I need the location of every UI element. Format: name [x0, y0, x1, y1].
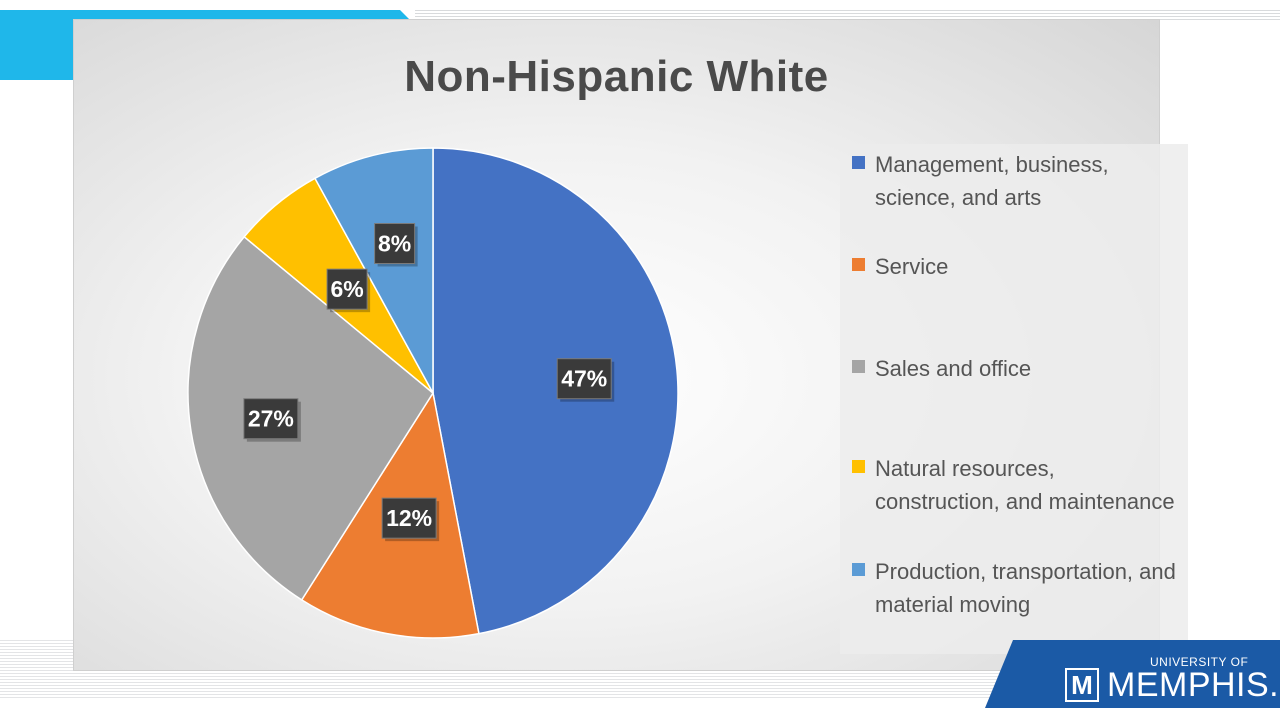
- data-label-text: 47%: [561, 366, 607, 392]
- logo-mark: M: [1065, 668, 1099, 702]
- legend-swatch: [852, 563, 865, 576]
- data-label: 8%: [374, 222, 418, 267]
- legend-swatch: [852, 258, 865, 271]
- data-label-text: 27%: [248, 406, 294, 432]
- chart-area: Non-Hispanic White 47% 12% 27% 6% 8% Managem…: [74, 20, 1188, 670]
- data-label: 47%: [556, 358, 615, 402]
- pie-slice: [432, 147, 679, 635]
- legend-label: Management, business, science, and arts: [875, 152, 1109, 210]
- pie-chart: 47% 12% 27% 6% 8%: [187, 147, 679, 639]
- data-label: 12%: [381, 497, 440, 542]
- legend-label: Sales and office: [875, 356, 1032, 381]
- legend-swatch: [852, 460, 865, 473]
- legend-label: Production, transportation, and material…: [875, 559, 1176, 617]
- legend-swatch: [852, 156, 865, 169]
- chart-title: Non-Hispanic White: [404, 52, 829, 101]
- logo-name: MEMPHIS.: [1107, 666, 1280, 704]
- data-label-text: 12%: [386, 505, 432, 531]
- university-logo: M UNIVERSITY OF MEMPHIS.: [985, 640, 1280, 708]
- legend-item: Management, business, science, and arts: [852, 148, 1182, 214]
- legend-swatch: [852, 360, 865, 373]
- decorative-stripes-top: [415, 10, 1280, 22]
- data-label: 27%: [243, 398, 301, 442]
- pie-slice: [187, 235, 434, 601]
- data-label: 6%: [326, 268, 371, 313]
- legend-item: Natural resources, construction, and mai…: [852, 452, 1182, 518]
- legend-item: Production, transportation, and material…: [852, 555, 1182, 621]
- chart-legend: Management, business, science, and arts S…: [840, 144, 1188, 654]
- legend-item: Service: [852, 250, 1182, 283]
- data-label-text: 8%: [378, 230, 411, 256]
- legend-item: Sales and office: [852, 352, 1182, 385]
- pie-slice: [313, 147, 434, 394]
- logo-university-line: UNIVERSITY OF: [1150, 655, 1249, 669]
- legend-label: Natural resources, construction, and mai…: [875, 456, 1175, 514]
- data-label-text: 6%: [330, 276, 363, 302]
- legend-label: Service: [875, 254, 949, 279]
